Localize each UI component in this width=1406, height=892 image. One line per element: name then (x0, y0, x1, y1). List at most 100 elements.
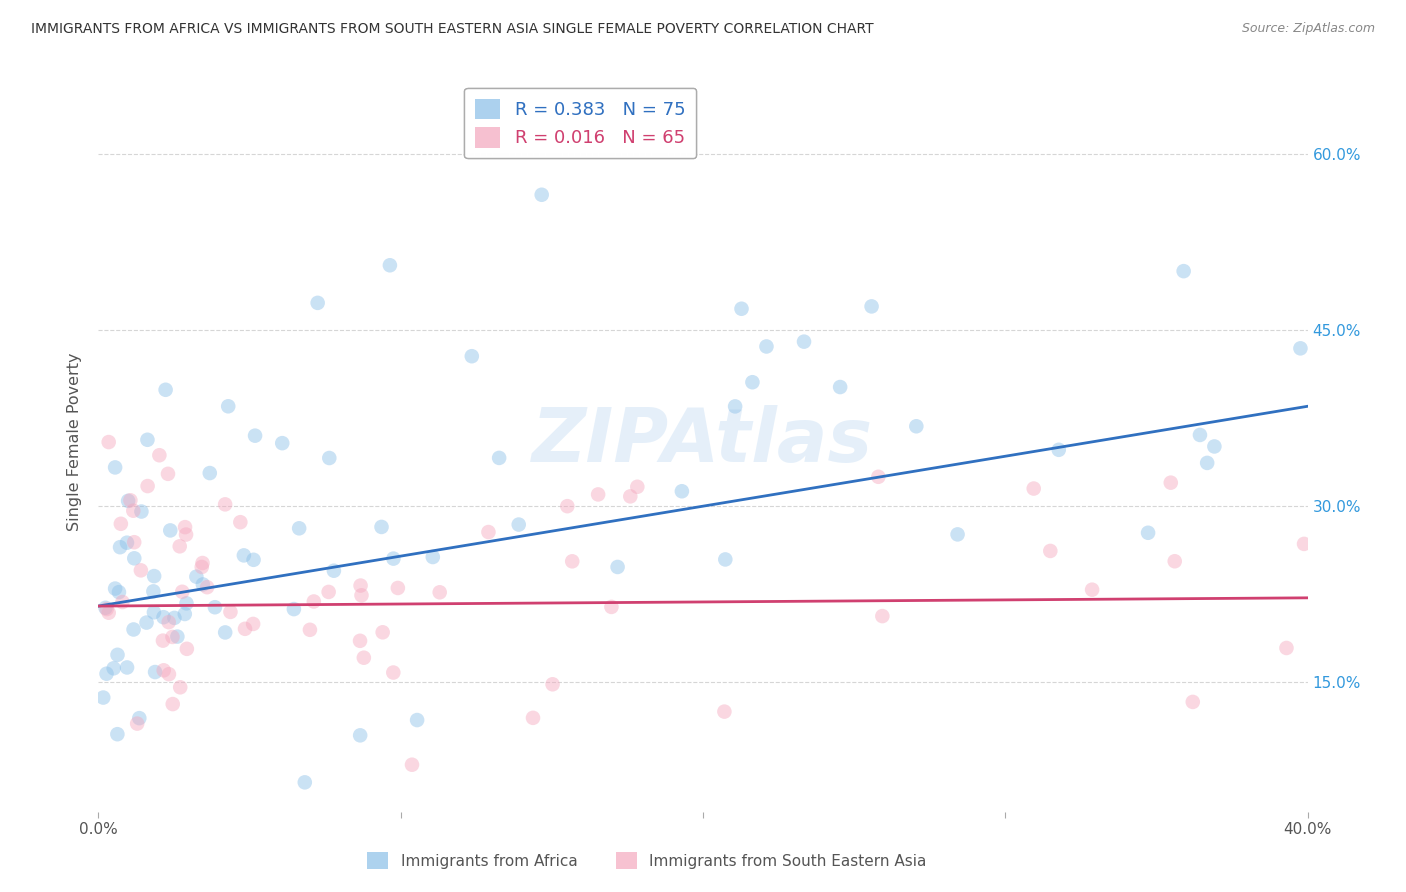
Point (830, 380, 852, 394)
Point (586, 487, 609, 501)
Point (115, 660, 138, 674)
Point (530, 187, 553, 202)
Point (1022, 482, 1045, 496)
Point (730, 301, 752, 316)
Point (108, 585, 131, 599)
Point (541, 677, 564, 691)
Point (872, 609, 894, 624)
Point (318, 450, 340, 465)
Point (868, 470, 890, 484)
Point (349, 728, 371, 742)
Point (128, 711, 150, 725)
Point (353, 650, 375, 665)
Point (94, 600, 117, 615)
Point (117, 493, 139, 508)
Point (104, 582, 127, 596)
Y-axis label: Single Female Poverty: Single Female Poverty (67, 352, 83, 531)
Point (1292, 537, 1315, 551)
Point (371, 625, 394, 640)
Point (152, 633, 174, 648)
Point (148, 448, 170, 462)
Point (214, 625, 236, 640)
Point (793, 334, 815, 349)
Point (159, 524, 181, 538)
Point (191, 577, 214, 591)
Point (382, 551, 405, 566)
Point (233, 622, 256, 636)
Point (1181, 695, 1204, 709)
Point (401, 757, 423, 772)
Point (108, 540, 131, 554)
Point (946, 527, 969, 541)
Point (122, 504, 145, 518)
Point (271, 436, 294, 450)
Point (302, 594, 325, 608)
Point (1164, 554, 1187, 568)
Point (522, 711, 544, 725)
Point (162, 697, 184, 711)
Point (1204, 440, 1226, 454)
Point (1289, 342, 1312, 356)
Point (162, 630, 184, 644)
Point (288, 521, 311, 535)
Point (143, 665, 166, 679)
Point (488, 450, 510, 465)
Point (422, 549, 444, 564)
Point (191, 560, 214, 574)
Point (111, 595, 134, 609)
Point (561, 554, 583, 568)
Point (606, 560, 628, 574)
Point (350, 588, 373, 602)
Point (214, 497, 236, 511)
Point (174, 527, 197, 541)
Point (1039, 544, 1062, 558)
Point (1275, 640, 1298, 655)
Point (110, 516, 132, 531)
Point (155, 383, 177, 397)
Point (122, 623, 145, 637)
Point (619, 489, 641, 503)
Point (232, 549, 254, 563)
Point (461, 349, 484, 363)
Point (349, 578, 371, 592)
Point (104, 460, 127, 475)
Point (143, 569, 166, 583)
Point (1047, 442, 1070, 457)
Point (142, 605, 165, 619)
Point (173, 607, 195, 621)
Point (136, 433, 159, 447)
Point (387, 581, 409, 595)
Point (378, 258, 401, 272)
Point (169, 680, 191, 694)
Point (905, 419, 928, 434)
Point (131, 504, 153, 518)
Point (298, 623, 321, 637)
Point (174, 520, 197, 534)
Point (120, 493, 142, 508)
Point (135, 615, 157, 630)
Point (370, 520, 392, 534)
Point (156, 467, 179, 481)
Legend: R = 0.383   N = 75, R = 0.016   N = 65: R = 0.383 N = 75, R = 0.016 N = 65 (464, 87, 696, 159)
Point (307, 296, 329, 310)
Point (626, 480, 648, 494)
Point (91, 690, 114, 705)
Point (322, 564, 344, 578)
Point (103, 661, 125, 675)
Point (107, 648, 129, 662)
Point (152, 610, 174, 624)
Point (1160, 475, 1182, 490)
Point (219, 605, 242, 619)
Point (755, 339, 778, 353)
Point (294, 775, 316, 789)
Point (1197, 456, 1219, 470)
Point (242, 553, 264, 567)
Point (96, 666, 118, 681)
Point (97, 606, 120, 620)
Point (127, 716, 149, 731)
Point (163, 611, 186, 625)
Point (1081, 582, 1104, 597)
Point (283, 602, 305, 616)
Point (406, 713, 429, 727)
Point (97, 435, 120, 450)
